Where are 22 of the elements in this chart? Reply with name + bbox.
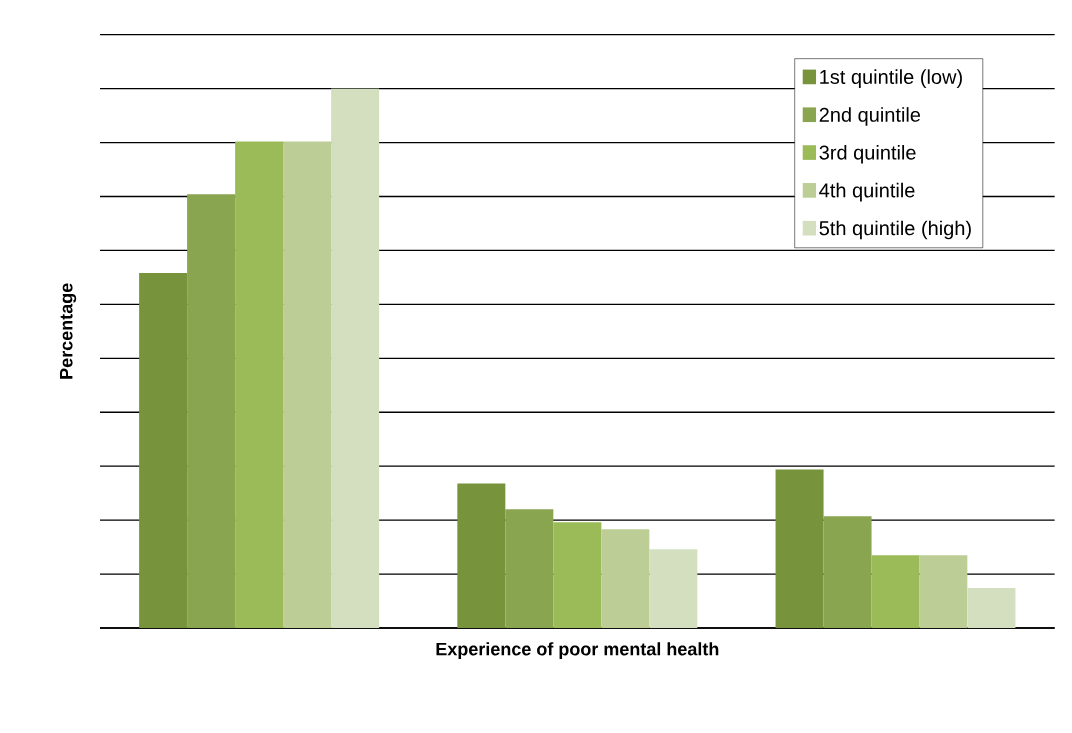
bar <box>505 509 554 628</box>
bar <box>823 516 872 628</box>
legend-label: 2nd quintile <box>819 107 921 126</box>
bar <box>871 555 920 628</box>
bar <box>187 194 236 628</box>
bar <box>775 469 824 628</box>
legend-label: 4th quintile <box>819 182 915 202</box>
legend-label: 5th quintile (high) <box>819 220 971 240</box>
legend-label: 1st quintile (low) <box>820 69 962 88</box>
bar <box>649 549 698 628</box>
bar <box>235 141 284 628</box>
legend-label: 3rd quintile <box>819 144 916 164</box>
bar <box>139 272 188 628</box>
bar <box>457 483 506 628</box>
bar <box>919 555 968 628</box>
bar <box>331 88 380 628</box>
bar <box>967 587 1016 628</box>
y-axis-title: Percentage <box>60 283 77 379</box>
bar <box>601 529 650 628</box>
bar <box>553 522 602 628</box>
bar <box>283 141 332 628</box>
x-axis-title: Experience of poor mental health <box>436 642 719 659</box>
